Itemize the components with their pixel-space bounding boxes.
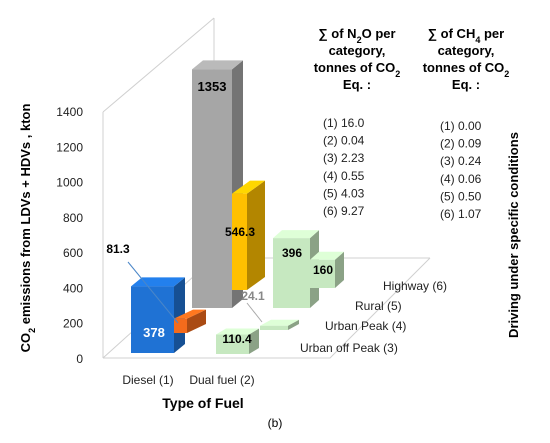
bar (260, 319, 299, 330)
ch4-value: (2) 0.09 (440, 137, 482, 151)
bar-top (216, 328, 259, 335)
bar-front (131, 286, 174, 353)
y-axis-ticks: 0 200 400 600 800 1000 1200 1400 (56, 105, 83, 366)
ch4-header-line: ∑ of CH4 per (428, 26, 504, 45)
ch4-value: (4) 0.06 (440, 172, 482, 186)
depth-axis-label: Driving under specific conditions (506, 132, 521, 338)
bar-side (335, 251, 344, 288)
n2o-header-line: tonnes of CO2 (314, 60, 401, 79)
n2o-value: (3) 2.23 (323, 151, 365, 165)
bar-top (192, 60, 243, 70)
bar-top (232, 180, 265, 194)
bar-front (310, 259, 335, 288)
bar-top (273, 230, 319, 239)
bar-top (131, 277, 185, 287)
depth-label: Rural (5) (355, 299, 402, 313)
bars (131, 60, 344, 354)
bar-side (247, 180, 265, 290)
ch4-header-line: category, (438, 43, 495, 58)
n2o-header-line: Eq. : (343, 77, 371, 92)
data-label: 160 (313, 263, 333, 277)
ch4-header-line: Eq. : (452, 77, 480, 92)
bar (310, 251, 344, 288)
n2o-value: (4) 0.55 (323, 169, 365, 183)
y-tick-label: 600 (63, 246, 83, 260)
bar-front (232, 193, 247, 290)
bar (232, 180, 265, 290)
ch4-header-line: tonnes of CO2 (423, 60, 510, 79)
bar-front (192, 69, 232, 308)
n2o-value: (2) 0.04 (323, 134, 365, 148)
y-tick-label: 200 (63, 317, 83, 331)
bar-side (187, 309, 206, 333)
y-tick-label: 1200 (56, 140, 83, 154)
depth-axis-labels: Highway (6) Rural (5) Urban Peak (4) Urban … (300, 279, 447, 355)
depth-label: Urban off Peak (3) (300, 341, 398, 355)
data-label: 396 (282, 246, 302, 260)
n2o-value: (1) 16.0 (323, 116, 365, 130)
bar-front (273, 238, 310, 308)
ch4-value: (6) 1.07 (440, 207, 482, 221)
ch4-value: (1) 0.00 (440, 119, 482, 133)
depth-label: Urban Peak (4) (325, 319, 406, 333)
bar-side (249, 328, 259, 354)
data-label: 546.3 (225, 225, 255, 239)
y-tick-label: 0 (76, 352, 83, 366)
bar (216, 328, 259, 354)
bar-front (260, 325, 288, 330)
leader-line (246, 302, 263, 323)
y-tick-label: 1000 (56, 176, 83, 190)
bar-top (310, 251, 344, 260)
bar-side (174, 277, 185, 353)
bar-top (174, 309, 206, 319)
y-tick-label: 800 (63, 211, 83, 225)
y-axis-label: CO2 emissions from LDVs + HDVs , kton (18, 104, 37, 353)
n2o-header-line: category, (329, 43, 386, 58)
depth-label: Highway (6) (383, 279, 447, 293)
bar-front (216, 334, 249, 354)
n2o-value: (5) 4.03 (323, 186, 365, 200)
x-category-label: Diesel (1) (122, 373, 173, 387)
leader-line (127, 261, 179, 324)
y-tick-label: 400 (63, 281, 83, 295)
caption: (b) (268, 416, 283, 430)
bar-top (260, 319, 299, 326)
ch4-value: (5) 0.50 (440, 189, 482, 203)
data-labels: 378 81.3 1353 546.3 396 160 24.1 110.4 (106, 79, 333, 346)
x-axis-categories: Diesel (1) Dual fuel (2) (122, 373, 254, 387)
bar-side (288, 319, 299, 330)
data-label: 81.3 (106, 242, 130, 256)
data-label: 378 (143, 325, 165, 340)
x-axis-label: Type of Fuel (162, 395, 243, 411)
data-label: 24.1 (241, 289, 265, 303)
ch4-value: (3) 0.24 (440, 154, 482, 168)
x-category-label: Dual fuel (2) (189, 373, 254, 387)
data-label: 1353 (198, 79, 227, 94)
n2o-header-line: ∑ of N2O per (318, 26, 395, 45)
bar (131, 277, 185, 353)
y-tick-label: 1400 (56, 105, 83, 119)
data-label: 110.4 (222, 332, 252, 346)
n2o-value: (6) 9.27 (323, 204, 365, 218)
